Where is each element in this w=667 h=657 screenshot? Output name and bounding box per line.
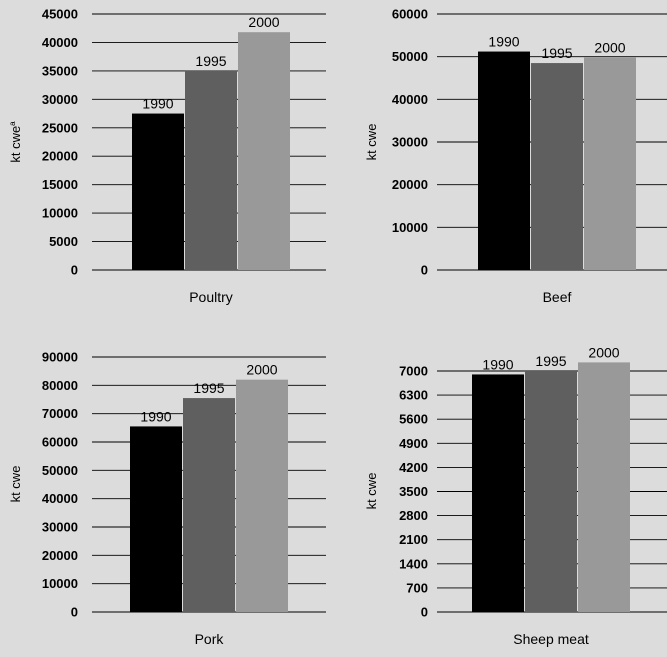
y-tick-label: 10000 <box>42 576 78 591</box>
data-label: 1995 <box>193 380 224 396</box>
y-tick-label: 90000 <box>42 350 78 365</box>
y-tick-label: 25000 <box>42 120 78 135</box>
bar-1995 <box>183 398 235 612</box>
y-tick-label: 2800 <box>399 508 428 523</box>
x-axis-label: Poultry <box>189 289 233 305</box>
y-tick-label: 0 <box>421 605 428 620</box>
data-label: 2000 <box>246 362 277 378</box>
chart-panel: 0 700 1400 2100 2800 3500 4200 4900 5600 6300 7000… <box>364 344 667 647</box>
y-tick-label: 4200 <box>399 460 428 475</box>
y-tick-label: 30000 <box>42 520 78 535</box>
x-axis-label: Sheep meat <box>513 631 589 647</box>
y-tick-label: 700 <box>406 580 428 595</box>
y-tick-label: 10000 <box>392 220 428 235</box>
y-tick-label: 45000 <box>42 7 78 22</box>
y-tick-label: 0 <box>71 605 78 620</box>
chart-panel: 0 5000 10000 15000 20000 25000 30000 35000 40000… <box>8 7 326 305</box>
bar-2000 <box>584 57 636 270</box>
y-tick-label: 0 <box>421 263 428 278</box>
y-tick-label: 7000 <box>399 364 428 379</box>
bar-1990 <box>130 426 182 612</box>
y-tick-label: 60000 <box>42 435 78 450</box>
data-label: 1990 <box>142 96 173 112</box>
y-axis-label-superscript: a <box>8 121 17 126</box>
y-tick-label: 80000 <box>42 378 78 393</box>
bar-1995 <box>531 63 583 270</box>
data-label: 2000 <box>248 14 279 30</box>
y-tick-label: 2100 <box>399 532 428 547</box>
data-label: 1990 <box>140 408 171 424</box>
bar-1990 <box>132 113 184 270</box>
bar-1995 <box>185 70 237 270</box>
y-axis-label: kt cwe <box>8 466 23 503</box>
y-tick-label: 35000 <box>42 63 78 78</box>
bar-1990 <box>478 51 530 271</box>
x-axis-label: Pork <box>195 631 225 647</box>
data-label: 1990 <box>488 34 519 50</box>
y-tick-label: 6300 <box>399 388 428 403</box>
y-tick-label: 5600 <box>399 412 428 427</box>
y-tick-label: 50000 <box>392 49 428 64</box>
data-label: 1995 <box>541 45 572 61</box>
y-tick-label: 20000 <box>392 177 428 192</box>
y-tick-label: 40000 <box>42 491 78 506</box>
x-axis-label: Beef <box>543 289 572 305</box>
y-tick-label: 30000 <box>392 135 428 150</box>
bar-1995 <box>525 371 577 612</box>
y-axis-label: kt cwea <box>8 121 23 163</box>
y-tick-label: 50000 <box>42 463 78 478</box>
y-tick-label: 3500 <box>399 484 428 499</box>
y-tick-label: 4900 <box>399 436 428 451</box>
y-tick-label: 20000 <box>42 149 78 164</box>
y-axis-label: kt cwe <box>364 124 379 161</box>
y-tick-label: 40000 <box>392 92 428 107</box>
y-tick-label: 0 <box>71 263 78 278</box>
data-label: 1990 <box>482 356 513 372</box>
data-label: 2000 <box>594 40 625 56</box>
y-tick-label: 70000 <box>42 406 78 421</box>
data-label: 1995 <box>535 353 566 369</box>
bar-2000 <box>238 32 290 271</box>
y-tick-label: 10000 <box>42 206 78 221</box>
data-label: 1995 <box>195 53 226 69</box>
y-axis-label: kt cwe <box>364 473 379 510</box>
bar-1990 <box>472 374 524 612</box>
y-tick-label: 30000 <box>42 92 78 107</box>
y-tick-label: 5000 <box>49 234 78 249</box>
data-label: 2000 <box>588 344 619 360</box>
y-tick-label: 15000 <box>42 177 78 192</box>
chart-panel: 0 10000 20000 30000 40000 50000 60000 1990 1995 2… <box>364 7 667 305</box>
y-tick-label: 1400 <box>399 556 428 571</box>
bar-2000 <box>236 379 288 612</box>
y-tick-label: 60000 <box>392 7 428 22</box>
y-tick-label: 40000 <box>42 35 78 50</box>
y-tick-label: 20000 <box>42 548 78 563</box>
bar-2000 <box>578 362 630 612</box>
chart-panel: 0 10000 20000 30000 40000 50000 60000 70000 8000… <box>8 350 326 647</box>
